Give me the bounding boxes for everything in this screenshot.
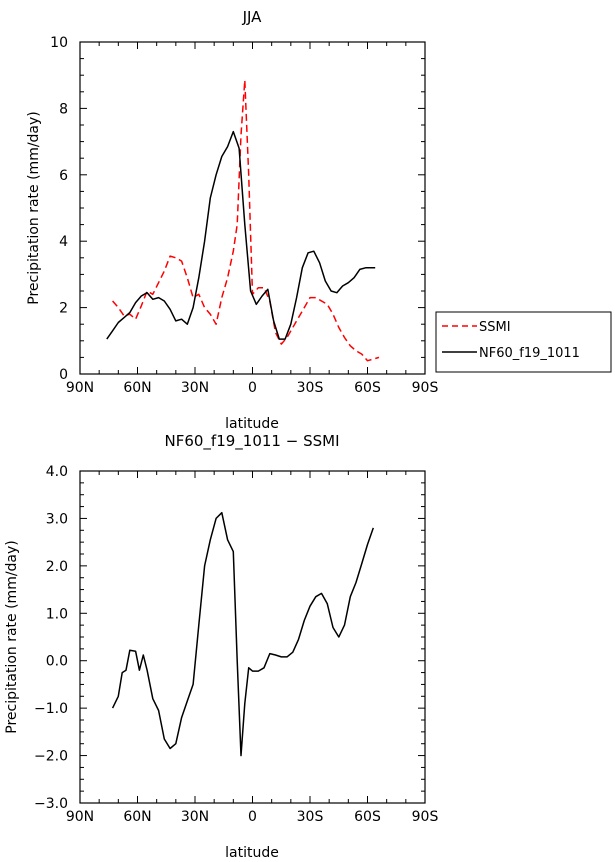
y-tick-label: 10 [50,35,68,51]
x-tick-label: 90N [66,809,94,825]
y-tick-label: 0 [59,367,68,383]
y-tick-label: 6 [59,168,68,184]
x-axis-label: latitude [225,845,279,861]
plot-frame [79,41,426,375]
x-axis-label: latitude [225,416,279,432]
y-axis-label: Precipitation rate (mm/day) [4,540,20,734]
ssmi-series-line [112,79,380,362]
panel-top: JJA latitude Precipitation rate (mm/day)… [26,8,438,432]
y-tick-label: 2.0 [46,559,68,575]
x-tick-label: 90N [66,380,94,396]
y-tick-label: −3.0 [34,796,68,812]
panel-bottom: NF60_f19_1011 − SSMI latitude Precipitat… [4,432,438,861]
y-tick-label: 1.0 [46,606,68,622]
y-tick-label: 2 [59,301,68,317]
chart-title: NF60_f19_1011 − SSMI [165,432,340,451]
y-tick-label: 3.0 [46,511,68,527]
legend-label-ssmi: SSMI [479,320,511,335]
x-tick-label: 60S [354,809,381,825]
x-tick-label: 30N [181,380,209,396]
y-axis-label: Precipitation rate (mm/day) [26,111,42,305]
x-tick-label: 30S [297,380,324,396]
x-tick-label: 30N [181,809,209,825]
y-tick-label: −2.0 [34,749,68,765]
series-group [111,511,375,757]
x-tick-label: 0 [248,809,257,825]
y-tick-label: 4 [59,234,68,250]
chart-title: JJA [242,8,263,26]
y-tick-label: 8 [59,101,68,117]
y-tick-label: 4.0 [46,464,68,480]
x-tick-label: 0 [248,380,257,396]
x-tick-label: 60N [123,380,151,396]
plot-frame [79,470,426,804]
x-tick-label: 90S [412,809,439,825]
y-tick-label: 0.0 [46,654,68,670]
x-tick-label: 60N [123,809,151,825]
x-tick-label: 30S [297,809,324,825]
difference-series-line [111,511,375,757]
series-group [106,79,380,362]
legend: SSMI NF60_f19_1011 [435,311,612,373]
tick-group: 90N 60N 30N 0 30S 60S 90S 0 2 4 6 8 10 [50,35,438,396]
legend-box [435,311,612,373]
legend-label-nf60: NF60_f19_1011 [479,346,580,361]
x-tick-label: 90S [412,380,439,396]
tick-group: 90N 60N 30N 0 30S 60S 90S −3.0 −2.0 −1.0 0.0 1.0 2.0… [34,464,438,825]
y-tick-label: −1.0 [34,701,68,717]
nf60-f19-1011-series-line [106,130,376,340]
x-tick-label: 60S [354,380,381,396]
